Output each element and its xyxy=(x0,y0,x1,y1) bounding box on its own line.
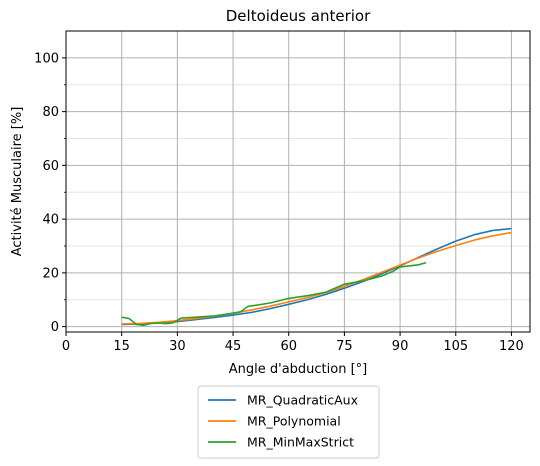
chart-title: Deltoideus anterior xyxy=(226,7,371,25)
ticks-layer: 0 15 30 45 60 75 90 105 120 0 20 40 60 80 100 xyxy=(34,51,524,354)
legend-label-MR_MinMaxStrict: MR_MinMaxStrict xyxy=(247,435,354,450)
y-tick-label: 100 xyxy=(34,51,59,66)
x-tick-label: 75 xyxy=(336,339,353,354)
plot-frame xyxy=(65,30,531,333)
x-tick-label: 30 xyxy=(169,339,186,354)
x-axis-label: Angle d'abduction [°] xyxy=(229,362,368,377)
legend-box xyxy=(197,385,380,459)
y-axis-label: Activité Musculaire [%] xyxy=(10,107,25,257)
series-line-MR_Polynomial xyxy=(121,231,512,325)
grid-layer xyxy=(65,31,530,332)
x-tick-label: 15 xyxy=(113,339,130,354)
x-tick-label: 45 xyxy=(225,339,242,354)
x-tick-label: 105 xyxy=(443,339,468,354)
legend-label-MR_QuadraticAux: MR_QuadraticAux xyxy=(247,393,358,408)
x-tick-label: 120 xyxy=(499,339,524,354)
y-tick-label: 40 xyxy=(42,213,59,228)
y-tick-label: 80 xyxy=(42,105,59,120)
x-tick-label: 60 xyxy=(280,339,297,354)
y-tick-label: 0 xyxy=(51,320,59,335)
x-tick-label: 90 xyxy=(392,339,409,354)
series-line-MR_MinMaxStrict xyxy=(121,261,427,327)
series-layer xyxy=(121,227,512,327)
y-tick-label: 60 xyxy=(42,159,59,174)
x-tick-label: 0 xyxy=(62,339,70,354)
series-line-MR_QuadraticAux xyxy=(121,227,512,326)
y-tick-label: 20 xyxy=(42,266,59,281)
legend: MR_QuadraticAux MR_Polynomial MR_MinMaxStr… xyxy=(197,385,380,459)
legend-label-MR_Polynomial: MR_Polynomial xyxy=(247,414,341,429)
